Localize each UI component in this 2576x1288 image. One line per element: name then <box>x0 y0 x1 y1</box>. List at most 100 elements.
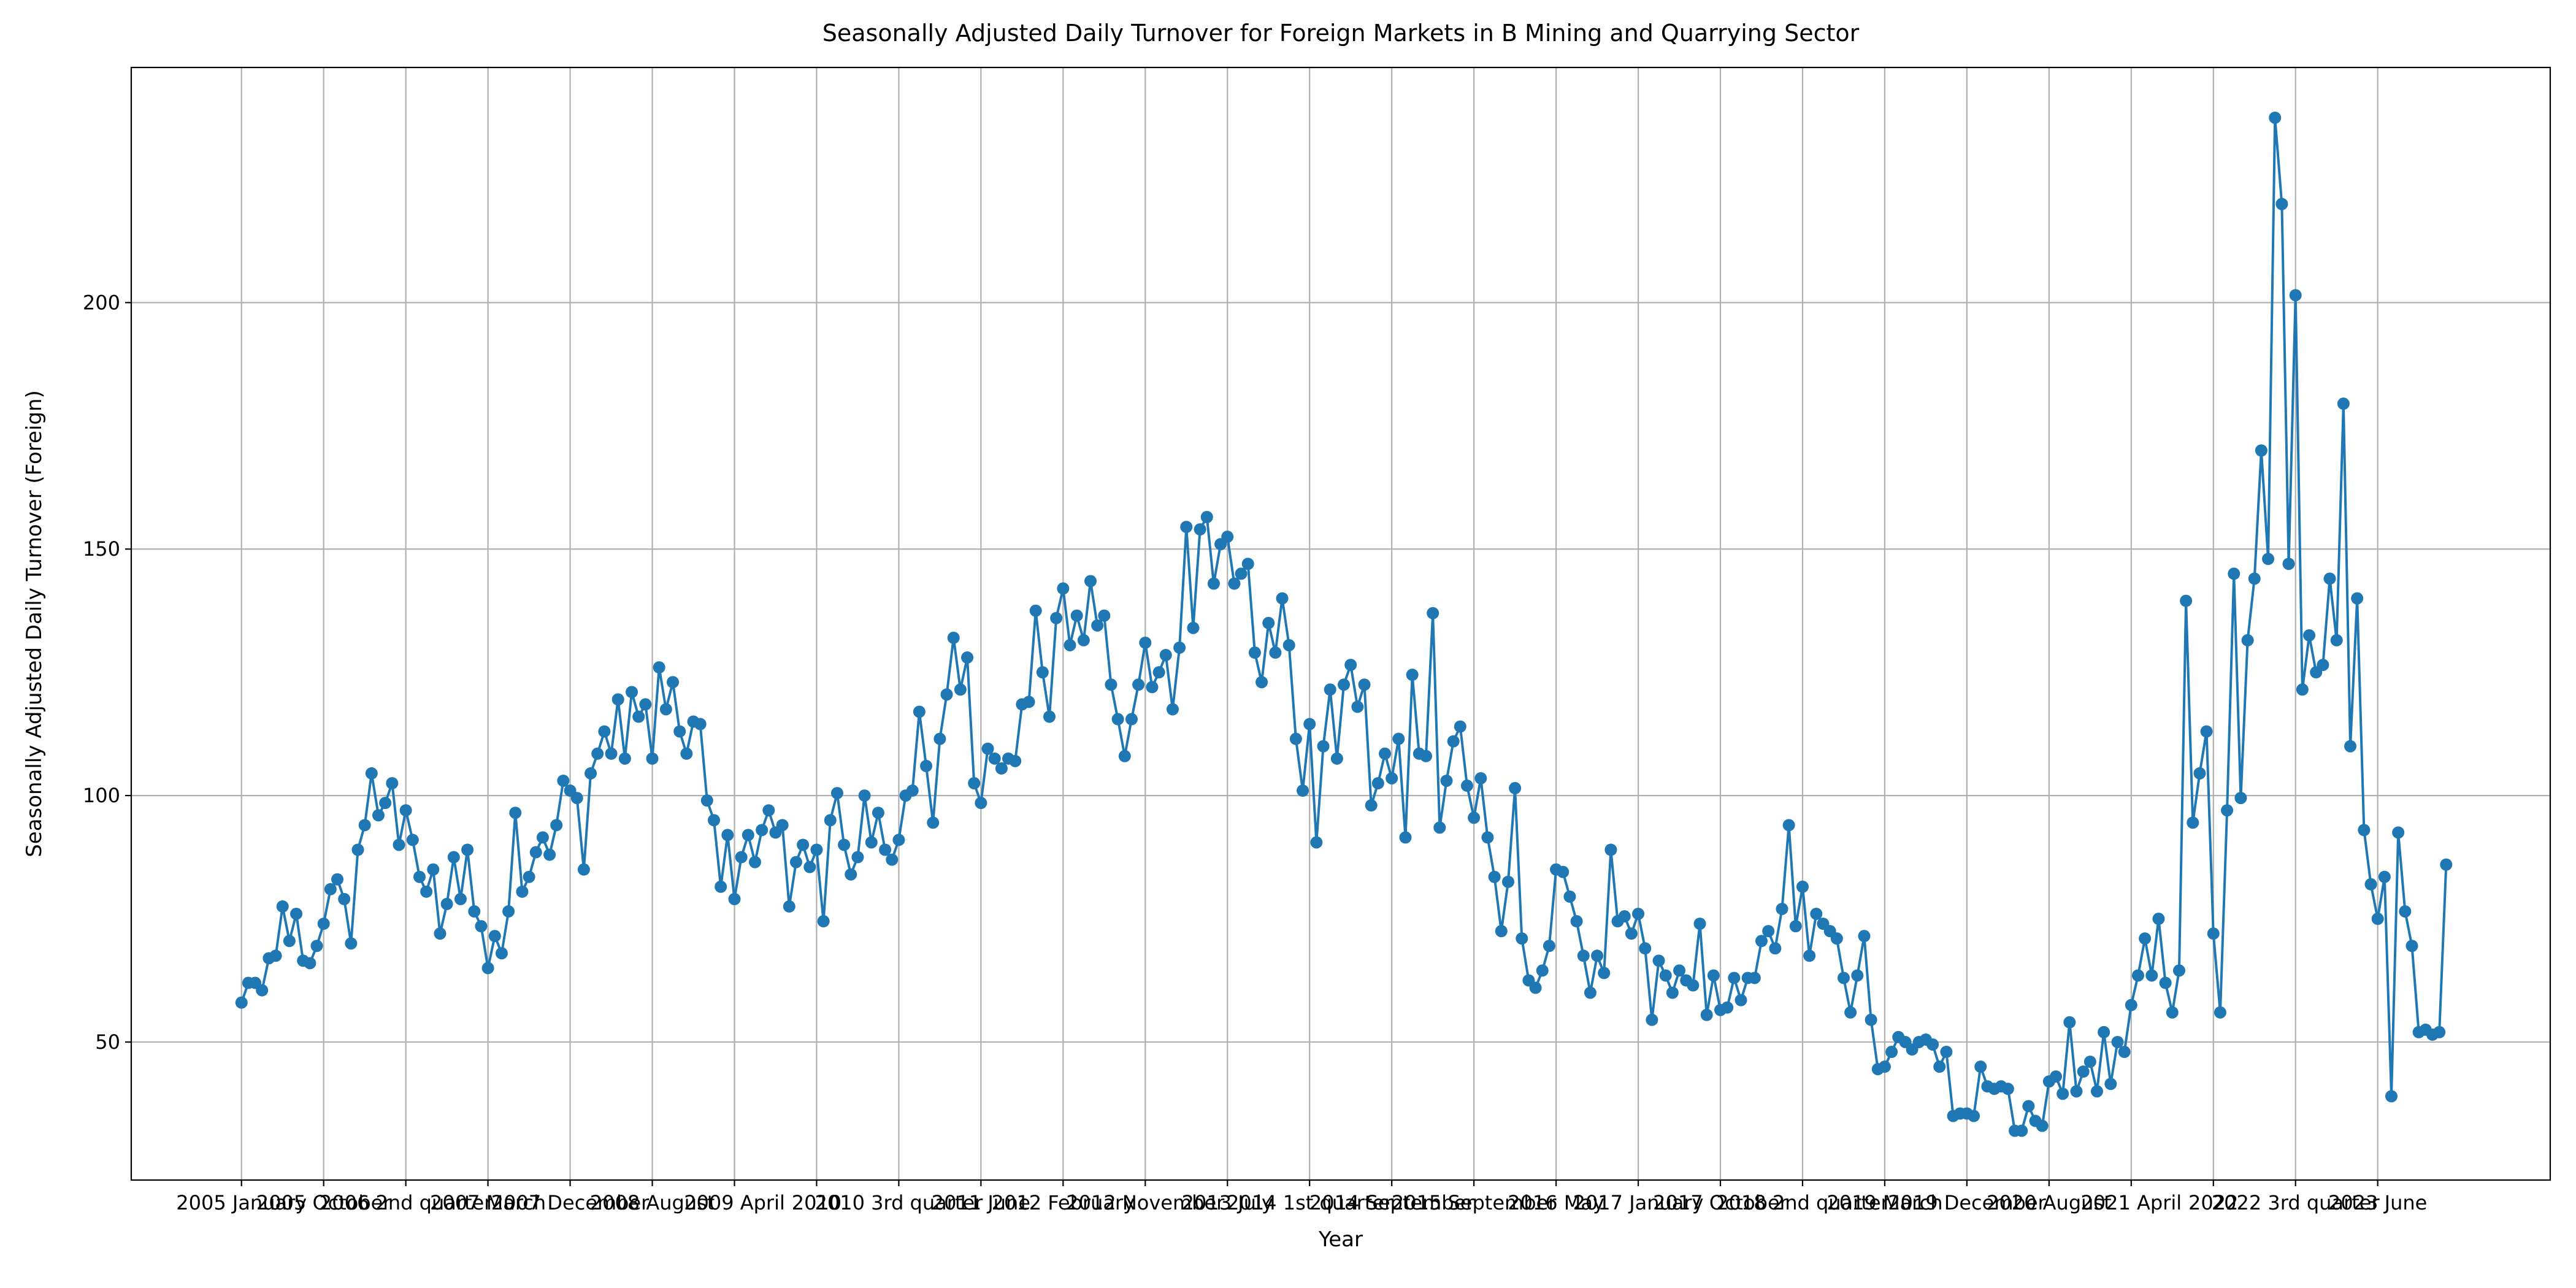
data-point <box>523 870 535 883</box>
data-point <box>2159 976 2172 989</box>
x-tick-label: 2012 February <box>992 1191 1135 1214</box>
x-tick-label: 2014 September <box>1309 1191 1474 1214</box>
data-point <box>283 935 296 948</box>
data-point <box>1146 681 1159 694</box>
data-point <box>810 843 823 856</box>
data-point <box>365 767 378 780</box>
data-point <box>1139 636 1152 649</box>
data-point <box>1468 811 1481 824</box>
data-point <box>913 705 926 718</box>
data-point <box>2248 572 2261 585</box>
y-tick-label: 50 <box>95 1030 120 1054</box>
data-point <box>1386 772 1398 784</box>
data-point <box>1105 678 1117 691</box>
data-point <box>2015 1124 2028 1137</box>
data-point <box>536 831 549 844</box>
data-point <box>2200 725 2213 738</box>
data-point <box>906 784 919 797</box>
data-point <box>817 915 830 928</box>
data-point <box>2364 878 2377 891</box>
data-point <box>1673 964 1686 977</box>
data-point <box>748 856 761 868</box>
data-point <box>2275 197 2288 210</box>
data-point <box>865 836 878 849</box>
data-point <box>2440 858 2453 871</box>
data-point <box>1057 582 1070 595</box>
data-point <box>2063 1016 2076 1029</box>
data-point <box>598 725 611 738</box>
data-point <box>1235 567 1248 580</box>
data-point <box>1310 836 1323 849</box>
data-point <box>304 957 316 970</box>
data-point <box>1118 749 1131 762</box>
data-point <box>2344 740 2357 753</box>
data-point <box>1173 641 1186 654</box>
data-point <box>1570 915 1583 928</box>
data-point <box>886 853 899 866</box>
data-point <box>646 752 659 765</box>
data-point <box>570 792 583 805</box>
data-point <box>529 846 542 859</box>
data-point <box>1180 521 1193 534</box>
data-point <box>1659 969 1672 982</box>
data-point <box>379 797 392 810</box>
data-point <box>550 819 563 832</box>
data-point <box>2303 629 2316 642</box>
data-point <box>1830 932 1843 945</box>
data-point <box>611 693 624 706</box>
data-point <box>324 883 337 895</box>
data-point <box>776 819 789 832</box>
data-point <box>1379 747 1392 760</box>
data-point <box>495 947 508 960</box>
data-point <box>1221 531 1234 543</box>
data-point <box>2077 1065 2090 1078</box>
data-point <box>2241 634 2254 646</box>
data-point <box>1618 910 1631 923</box>
x-tick-label: 2022 <box>2188 1191 2238 1214</box>
data-point <box>386 777 399 790</box>
data-point <box>1338 678 1351 691</box>
data-point <box>1132 678 1145 691</box>
data-point <box>2050 1070 2063 1083</box>
data-point <box>1652 954 1665 967</box>
data-point <box>2152 913 2165 926</box>
x-tick-label: 2020 August <box>1987 1191 2112 1214</box>
data-point <box>735 851 748 864</box>
data-point <box>1543 940 1555 953</box>
data-point <box>1207 577 1220 590</box>
data-point <box>1721 1001 1734 1014</box>
data-point <box>2392 826 2405 839</box>
data-point <box>1584 986 1597 999</box>
data-point <box>1865 1013 1877 1026</box>
data-point <box>2405 940 2418 953</box>
data-point <box>2180 594 2193 607</box>
data-point <box>1769 942 1782 955</box>
data-point <box>1255 676 1268 689</box>
data-point <box>2385 1090 2398 1103</box>
data-point <box>1297 784 1309 797</box>
data-point <box>1159 649 1172 662</box>
data-point <box>393 838 405 851</box>
data-point <box>940 688 953 701</box>
data-point <box>2351 592 2364 605</box>
data-point <box>707 814 720 827</box>
data-point <box>721 829 734 841</box>
data-point <box>1282 638 1295 651</box>
data-point <box>879 843 892 856</box>
data-point <box>1064 638 1076 651</box>
data-point <box>413 870 426 883</box>
data-point <box>2296 683 2309 696</box>
data-point <box>1091 619 1104 632</box>
data-point <box>988 752 1001 765</box>
data-point <box>2228 567 2241 580</box>
data-point <box>2282 558 2295 570</box>
data-point <box>235 996 248 1009</box>
data-point <box>1598 967 1611 979</box>
data-point <box>1700 1008 1713 1021</box>
data-point <box>1406 669 1419 681</box>
data-point <box>1529 981 1542 994</box>
x-tick-label: 2014 1st quarter <box>1227 1191 1393 1214</box>
data-point <box>947 631 960 644</box>
y-axis-label: Seasonally Adjusted Daily Turnover (Fore… <box>22 390 47 857</box>
data-point <box>351 843 364 856</box>
